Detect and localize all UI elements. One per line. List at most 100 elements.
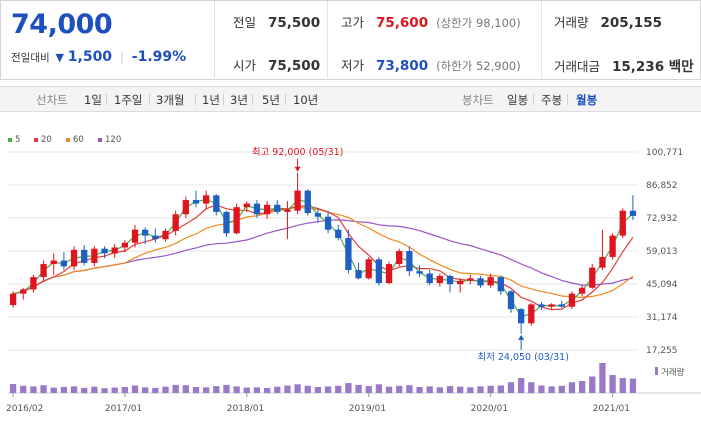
volume-bar	[274, 386, 281, 393]
legend-ma5-swatch	[8, 138, 12, 142]
change-separator: |	[119, 50, 124, 64]
candle-body	[467, 278, 474, 281]
volume-value: 205,155	[600, 15, 663, 31]
candle-body	[60, 260, 68, 267]
open-label: 시가	[233, 58, 257, 73]
down-arrow-icon: ▼	[55, 51, 64, 64]
volume-bar	[111, 387, 118, 393]
candle-body	[91, 248, 98, 263]
volume-bar	[558, 385, 565, 393]
y-tick: 59,013	[646, 247, 678, 257]
volume-bar	[172, 384, 179, 393]
period-1d-button[interactable]: 1일	[84, 93, 102, 107]
current-price-box: 74,000 전일대비 ▼ 1,500 | -1.99%	[1, 1, 215, 80]
candle-body	[446, 275, 454, 285]
volume-bar	[192, 387, 200, 393]
candle-body	[619, 210, 626, 236]
volume-bars	[9, 363, 637, 393]
prev-close-value: 75,500	[268, 15, 321, 31]
volume-bar	[406, 385, 413, 393]
volume-bar	[609, 375, 616, 393]
volume-label: 거래량	[554, 15, 589, 30]
period-5y-button[interactable]: 5년	[262, 93, 280, 107]
volume-legend-label: 거래량	[661, 367, 685, 378]
candle-body	[507, 291, 515, 310]
x-tick: 2019/01	[349, 404, 386, 414]
period-3y-button[interactable]: 3년	[230, 93, 248, 107]
candle-body	[20, 289, 27, 294]
volume-bar	[263, 387, 271, 393]
volume-bar	[294, 384, 301, 393]
candle-body	[30, 277, 37, 290]
low-stat: 저가 73,800 (하한가 52,900)	[341, 55, 521, 74]
volume-bar	[324, 386, 332, 393]
volume-bar	[517, 378, 525, 393]
low-annotation: 최저 24,050 (03/31)	[477, 352, 569, 363]
volume-bar	[60, 387, 68, 393]
candle-body	[182, 200, 189, 215]
ma120-line	[12, 219, 634, 295]
amount-stat: 거래대금 15,236 백만	[554, 55, 694, 75]
volume-bar	[365, 386, 372, 393]
volume-bar	[81, 387, 88, 393]
period-10y-button[interactable]: 10년	[293, 93, 319, 107]
candle-body	[426, 273, 433, 284]
volume-bar	[314, 387, 322, 393]
y-tick: 31,174	[646, 313, 678, 323]
y-tick: 86,852	[646, 181, 678, 191]
x-tick: 2017/01	[105, 404, 142, 414]
candle-body	[111, 247, 118, 254]
candle-body	[70, 249, 78, 267]
daily-candle-button[interactable]: 일봉	[507, 93, 529, 107]
y-tick: 72,932	[646, 214, 678, 224]
candlesticks	[9, 172, 637, 334]
volume-bar	[20, 385, 27, 393]
candle-body	[416, 271, 423, 274]
candle-body	[558, 304, 565, 307]
candle-body	[131, 229, 139, 243]
candle-body	[121, 242, 129, 248]
candle-body	[284, 209, 291, 212]
period-3m-button[interactable]: 3개월	[156, 93, 185, 107]
volume-bar	[91, 386, 98, 393]
volume-bar	[578, 381, 586, 393]
change-label: 전일대비	[11, 52, 50, 64]
candle-body	[142, 229, 149, 236]
weekly-candle-button[interactable]: 주봉	[541, 93, 563, 107]
candle-body	[324, 216, 332, 230]
candle-body	[213, 195, 220, 212]
candle-body	[538, 304, 545, 307]
monthly-candle-button[interactable]: 월봉	[576, 93, 598, 107]
high-arrow-icon	[294, 166, 301, 172]
candle-body	[345, 237, 352, 270]
volume-bar	[182, 385, 189, 393]
volume-bar	[416, 387, 423, 393]
moving-average-lines	[12, 198, 634, 317]
volume-bar	[30, 386, 37, 393]
candle-body	[629, 210, 637, 216]
volume-legend: 거래량	[655, 367, 685, 378]
candle-body	[487, 277, 494, 286]
period-1w-button[interactable]: 1주일	[114, 93, 143, 107]
candle-body	[528, 304, 535, 324]
candle-body	[599, 256, 606, 268]
open-stat: 시가 75,500	[233, 55, 320, 74]
legend-ma60-swatch	[66, 138, 70, 142]
candle-body	[365, 259, 372, 279]
prev-close-stat: 전일 75,500	[233, 12, 320, 31]
candle-body	[548, 304, 555, 307]
volume-bar	[385, 386, 393, 393]
candle-body	[192, 200, 200, 204]
volume-bar	[345, 383, 352, 393]
low-value: 73,800	[376, 58, 429, 74]
candle-body	[578, 287, 586, 294]
volume-bar	[335, 385, 342, 393]
candle-chart-label: 봉차트	[462, 93, 494, 107]
y-tick: 17,255	[646, 346, 678, 356]
stock-summary: 74,000 전일대비 ▼ 1,500 | -1.99% 전일 75,500 고…	[0, 0, 701, 80]
legend-ma120-swatch	[98, 138, 102, 142]
period-1y-button[interactable]: 1년	[202, 93, 220, 107]
x-tick: 2021/01	[593, 404, 630, 414]
candle-body	[436, 275, 444, 284]
separator	[285, 94, 286, 105]
